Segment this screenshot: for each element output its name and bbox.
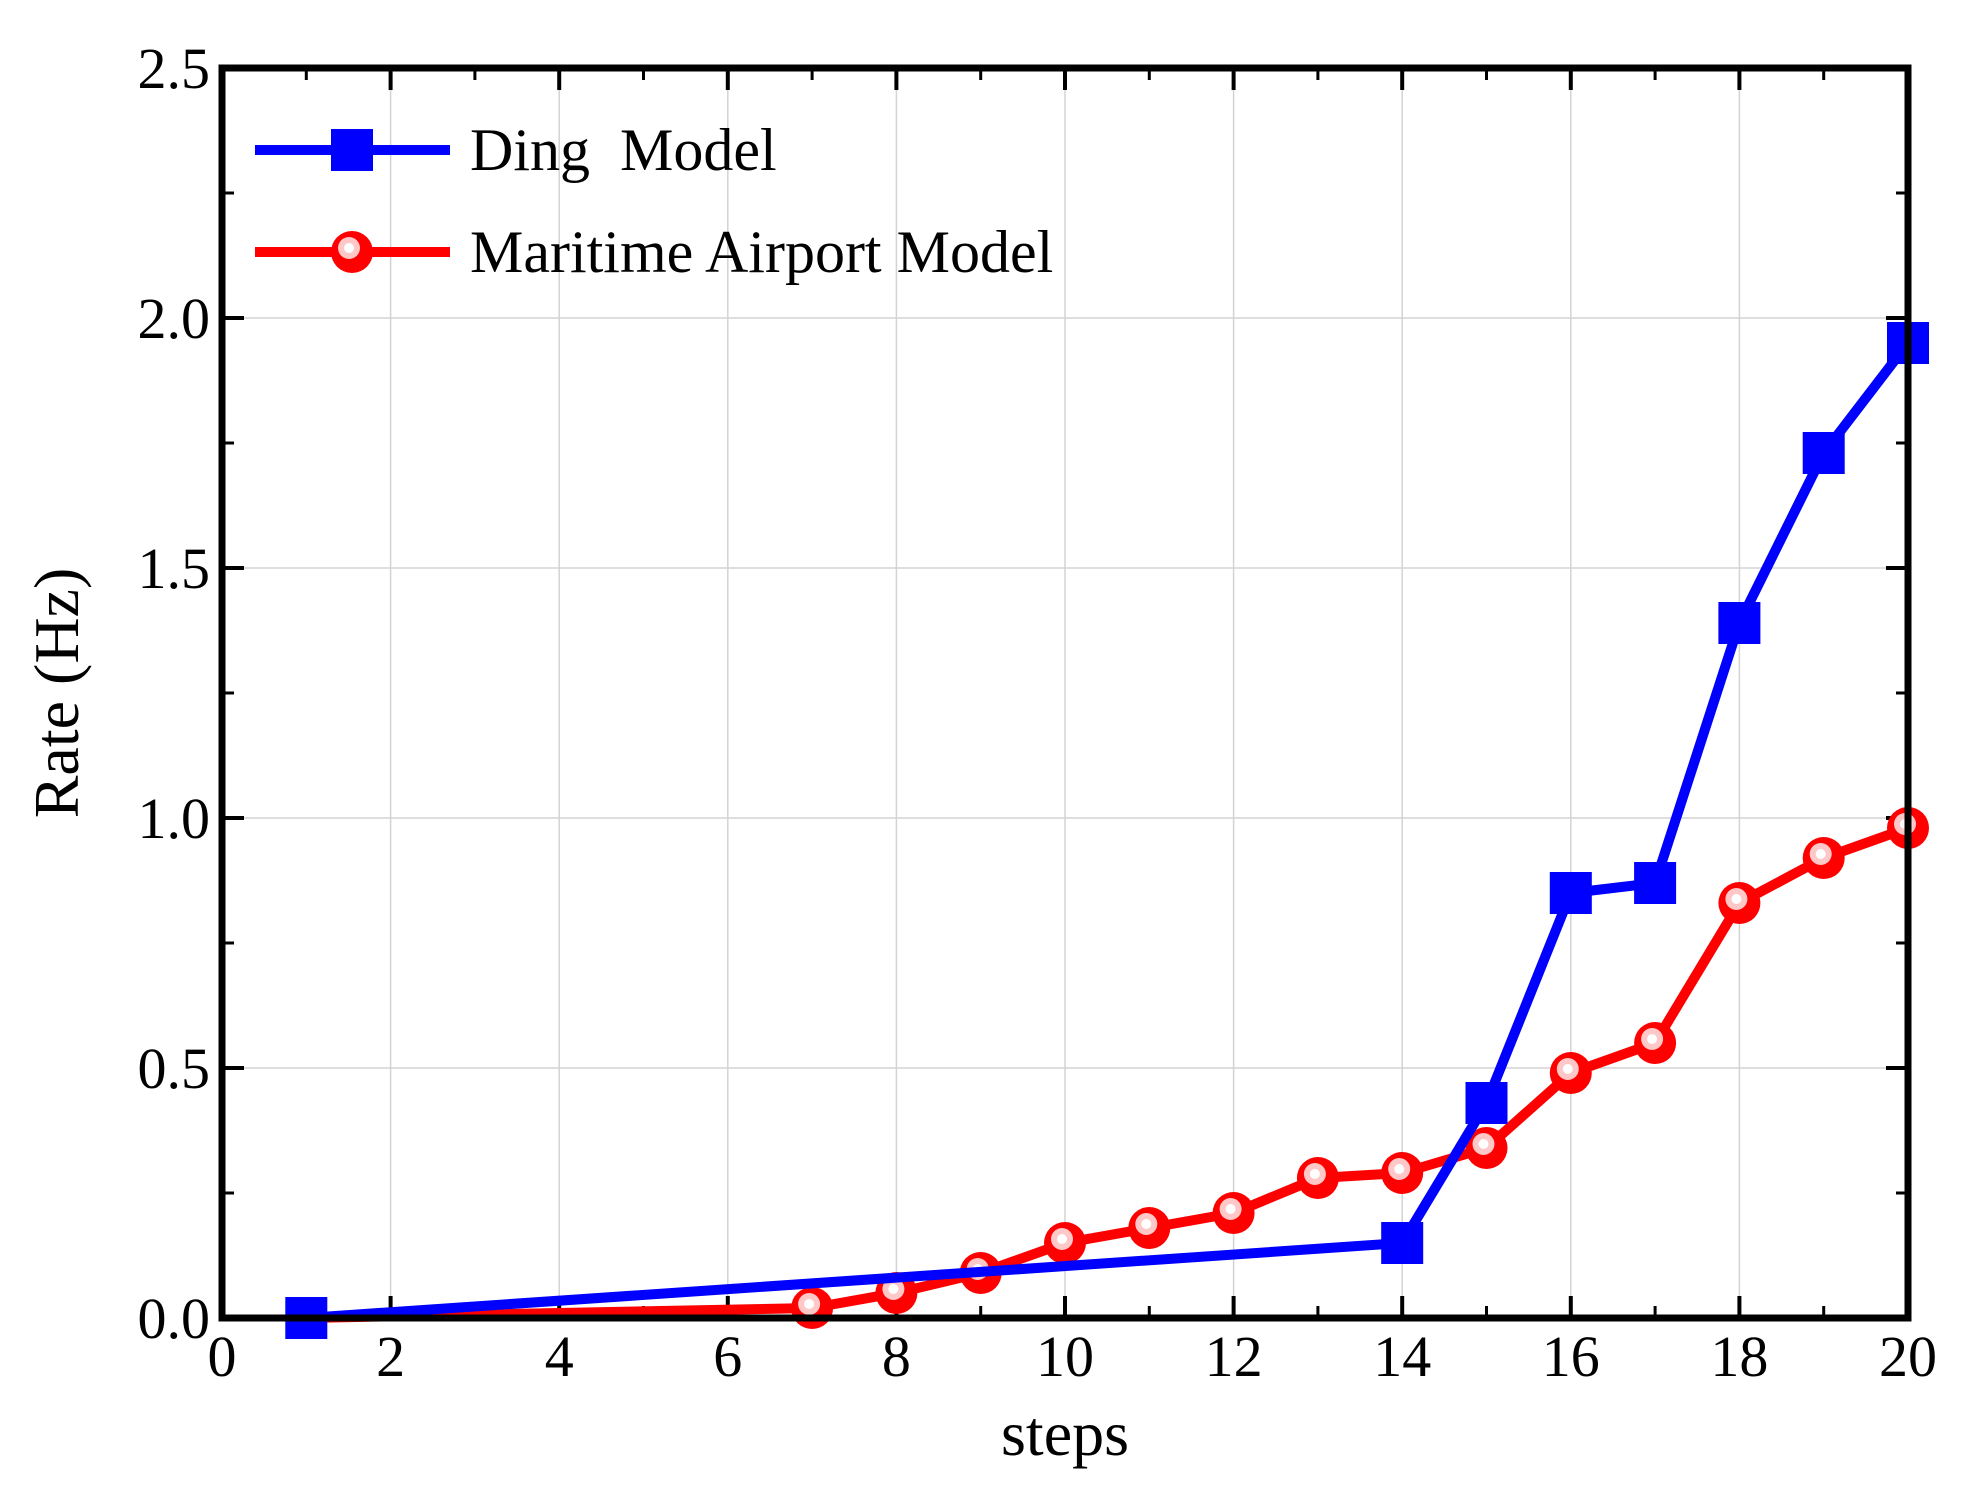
data-point bbox=[1044, 1222, 1086, 1264]
marker-circle-core bbox=[344, 243, 354, 253]
data-point bbox=[1718, 602, 1761, 644]
legend: Ding Model Maritime Airport Model bbox=[255, 117, 1053, 285]
data-point bbox=[1634, 862, 1677, 904]
legend-label: Maritime Airport Model bbox=[470, 219, 1053, 285]
plot-frame bbox=[218, 64, 1912, 1322]
series-line bbox=[305, 339, 1912, 1323]
marker-circle-core bbox=[1647, 1034, 1658, 1044]
marker-circle-core bbox=[1225, 1204, 1236, 1214]
marker-circle-core bbox=[1141, 1219, 1152, 1229]
grid-lines bbox=[222, 68, 1908, 1318]
x-tick-label: 10 bbox=[1036, 1324, 1094, 1389]
y-tick-label: 0.0 bbox=[138, 1286, 211, 1351]
y-tick-label: 0.5 bbox=[138, 1036, 211, 1101]
marker-circle-core bbox=[888, 1284, 899, 1294]
marker-circle-core bbox=[1478, 1139, 1489, 1149]
data-point bbox=[1128, 1207, 1171, 1249]
y-tick-label: 1.0 bbox=[138, 786, 211, 851]
data-point bbox=[1718, 882, 1761, 924]
marker-circle-core bbox=[1562, 1064, 1573, 1074]
marker-circle-core bbox=[804, 1299, 815, 1309]
x-tick-label: 8 bbox=[882, 1324, 911, 1389]
marker-circle-core bbox=[1815, 849, 1826, 859]
data-point bbox=[1296, 1157, 1339, 1199]
x-tick-label: 18 bbox=[1710, 1324, 1768, 1389]
legend-label: Ding Model bbox=[470, 117, 777, 183]
y-tick-label: 2.0 bbox=[138, 286, 211, 351]
data-point bbox=[1802, 432, 1845, 474]
x-tick-label: 4 bbox=[545, 1324, 574, 1389]
y-tick-label: 2.5 bbox=[138, 36, 211, 101]
data-point bbox=[1802, 837, 1845, 879]
marker-circle-core bbox=[1394, 1164, 1405, 1174]
series-maritime-airport-model bbox=[285, 807, 1929, 1339]
data-point bbox=[1549, 1052, 1592, 1094]
data-point bbox=[1549, 872, 1592, 914]
x-tick-label: 14 bbox=[1373, 1324, 1431, 1389]
y-axis-title: Rate (Hz) bbox=[21, 568, 92, 819]
data-point bbox=[1381, 1222, 1424, 1264]
marker-circle-core bbox=[1057, 1234, 1067, 1244]
x-tick-label: 6 bbox=[713, 1324, 742, 1389]
x-tick-label: 20 bbox=[1879, 1324, 1937, 1389]
legend-marker bbox=[331, 231, 373, 273]
data-point bbox=[1381, 1152, 1424, 1194]
tick-labels: 0 2 4 6 8 10 12 14 16 18 20 0.0 0.5 1.0 1.5 2.0 2.5 bbox=[138, 36, 1938, 1389]
data-point bbox=[1465, 1127, 1508, 1169]
y-tick-label: 1.5 bbox=[138, 536, 211, 601]
series-ding-model bbox=[285, 322, 1929, 1339]
legend-marker bbox=[331, 129, 373, 171]
x-tick-label: 0 bbox=[208, 1324, 237, 1389]
data-point bbox=[791, 1287, 834, 1329]
x-axis-title: steps bbox=[1001, 1398, 1129, 1469]
data-point bbox=[1212, 1192, 1255, 1234]
marker-circle-core bbox=[1731, 894, 1742, 904]
data-point bbox=[1634, 1022, 1677, 1064]
marker-circle-core bbox=[1309, 1169, 1320, 1179]
x-tick-label: 16 bbox=[1542, 1324, 1600, 1389]
series-layer bbox=[285, 322, 1929, 1339]
data-point bbox=[1465, 1082, 1508, 1124]
x-tick-label: 12 bbox=[1205, 1324, 1263, 1389]
x-tick-label: 2 bbox=[376, 1324, 405, 1389]
